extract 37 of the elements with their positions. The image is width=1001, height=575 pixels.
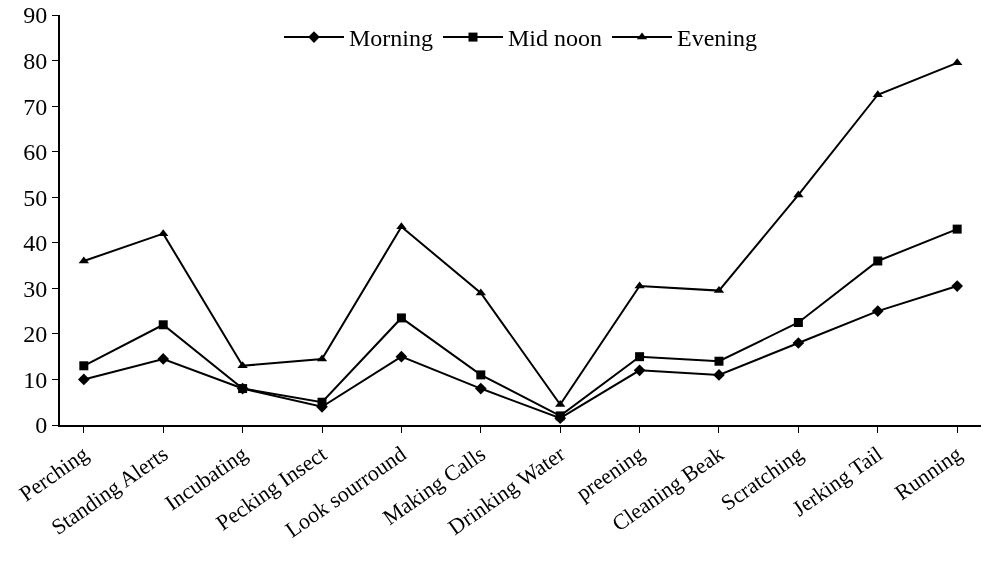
point (714, 356, 724, 366)
point (871, 305, 884, 317)
y-tick-label: 40 (23, 230, 48, 257)
point (475, 288, 486, 296)
point (317, 397, 327, 407)
point (952, 224, 962, 234)
y-tick-label: 20 (23, 321, 48, 348)
point (476, 370, 486, 380)
y-tick-label: 90 (23, 2, 48, 29)
point (793, 318, 803, 327)
y-tick-label: 0 (35, 412, 48, 439)
point (238, 384, 248, 394)
point (951, 280, 964, 292)
point (474, 382, 487, 395)
point (79, 361, 89, 371)
legend-label: Morning (349, 25, 433, 52)
point (395, 350, 408, 363)
y-tick-label: 10 (23, 366, 48, 393)
legend-label: Evening (677, 25, 757, 52)
legend-label: Mid noon (508, 25, 603, 52)
y-tick-label: 50 (23, 184, 48, 211)
point (237, 361, 248, 369)
point (157, 353, 170, 365)
point (792, 337, 805, 349)
y-tick-label: 80 (23, 47, 48, 74)
point (633, 364, 646, 377)
point (158, 320, 168, 330)
point (396, 313, 406, 323)
point (77, 373, 90, 386)
point (396, 222, 407, 230)
point (873, 256, 883, 266)
y-tick-label: 70 (23, 93, 48, 120)
y-tick-label: 30 (23, 275, 48, 302)
point (635, 352, 645, 362)
y-tick-label: 60 (23, 139, 48, 166)
point (713, 369, 725, 381)
point (793, 190, 804, 198)
